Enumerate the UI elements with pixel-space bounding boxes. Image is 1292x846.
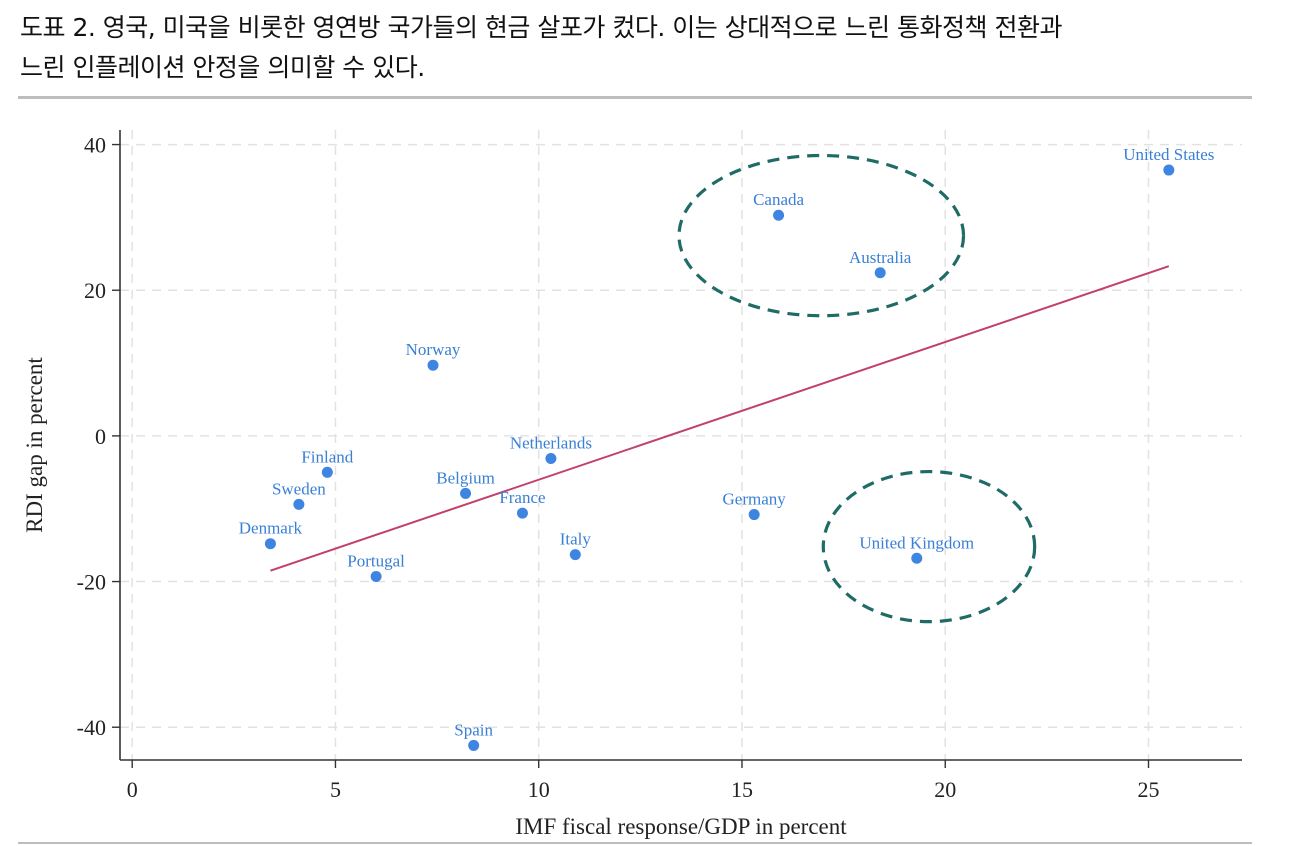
bottom-divider <box>18 842 1252 844</box>
tick-labels: 0 5 10 15 20 25 -40 -20 0 20 40 <box>77 133 1160 802</box>
highlight-circle <box>677 153 966 318</box>
y-tick-label: 0 <box>95 424 106 449</box>
y-tick-label: 40 <box>84 133 106 158</box>
data-point <box>321 466 333 478</box>
chart-caption: 도표 2. 영국, 미국을 비롯한 영연방 국가들의 현금 살포가 컸다. 이는… <box>20 8 1270 88</box>
data-point <box>1163 164 1175 176</box>
point-label: Norway <box>406 340 461 359</box>
point-label: Sweden <box>272 479 326 498</box>
fit-line-group <box>270 265 1170 572</box>
x-tick-label: 5 <box>330 777 341 802</box>
data-point <box>748 509 760 521</box>
data-point <box>545 452 557 464</box>
point-label: Spain <box>454 720 493 739</box>
point-label: Italy <box>560 530 592 549</box>
data-points <box>264 164 1175 751</box>
x-tick-label: 15 <box>731 777 753 802</box>
axes <box>112 130 1242 768</box>
point-label: Belgium <box>436 468 495 487</box>
scatter-chart: 0 5 10 15 20 25 -40 -20 0 20 40 United States Canad… <box>22 130 1242 839</box>
x-axis-title: IMF fiscal response/GDP in percent <box>515 814 847 839</box>
point-label: Australia <box>849 248 912 267</box>
highlight-circles <box>677 153 1037 624</box>
caption-line-2: 느린 인플레이션 안정을 의미할 수 있다. <box>20 53 425 82</box>
data-point <box>773 209 785 221</box>
point-label: France <box>499 488 545 507</box>
point-label: Portugal <box>347 551 405 570</box>
y-tick-label: -20 <box>77 570 106 595</box>
data-point <box>468 739 480 751</box>
point-label: Netherlands <box>510 433 592 452</box>
data-point <box>427 359 439 371</box>
point-labels: United States Canada Australia Norway Nether… <box>239 145 1215 739</box>
x-tick-label: 20 <box>934 777 956 802</box>
y-axis-title: RDI gap in percent <box>22 357 47 533</box>
data-point <box>569 549 581 561</box>
point-label: United Kingdom <box>859 533 974 552</box>
top-divider <box>18 96 1252 99</box>
x-tick-label: 0 <box>127 777 138 802</box>
data-point <box>874 267 886 279</box>
point-label: Canada <box>753 190 804 209</box>
data-point <box>460 487 472 499</box>
x-tick-label: 10 <box>528 777 550 802</box>
point-label: Germany <box>723 490 787 509</box>
point-label: Finland <box>301 447 353 466</box>
data-point <box>516 507 528 519</box>
caption-line-1: 도표 2. 영국, 미국을 비롯한 영연방 국가들의 현금 살포가 컸다. 이는… <box>20 13 1063 42</box>
data-point <box>264 538 276 550</box>
y-tick-label: 20 <box>84 278 106 303</box>
point-label: Denmark <box>239 519 303 538</box>
data-point <box>370 570 382 582</box>
y-tick-label: -40 <box>77 715 106 740</box>
fit-line <box>270 265 1170 572</box>
x-tick-label: 25 <box>1138 777 1160 802</box>
point-label: United States <box>1123 145 1214 164</box>
highlight-circle <box>821 469 1037 624</box>
data-point <box>293 498 305 510</box>
data-point <box>911 552 923 564</box>
gridlines <box>120 130 1242 760</box>
